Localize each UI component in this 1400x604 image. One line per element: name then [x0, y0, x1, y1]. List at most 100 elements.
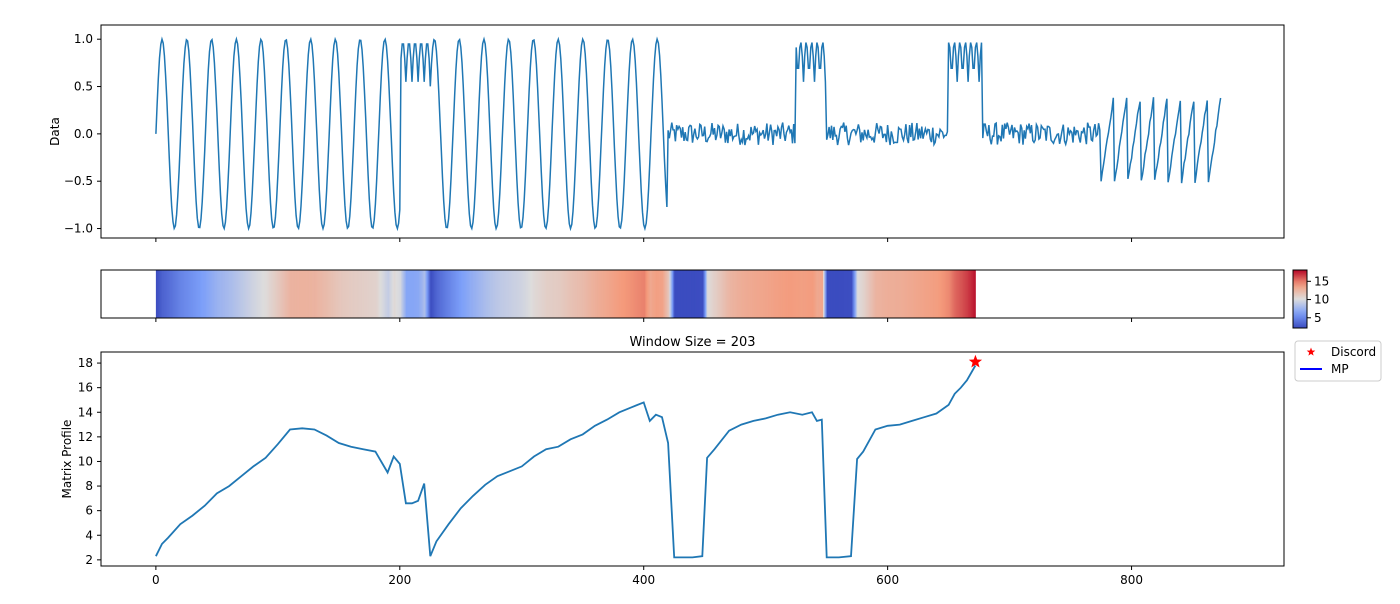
- strip-cell: [457, 270, 459, 318]
- strip-cell: [201, 270, 203, 318]
- strip-cell: [748, 270, 751, 318]
- strip-cell: [341, 270, 343, 318]
- strip-cell: [518, 270, 520, 318]
- strip-cell: [566, 270, 569, 318]
- strip-cell: [325, 270, 328, 318]
- strip-cell: [470, 270, 473, 318]
- strip-cell: [509, 270, 512, 318]
- strip-cell: [788, 270, 791, 318]
- strip-cell: [854, 270, 857, 318]
- strip-cell: [642, 270, 645, 318]
- strip-cell: [353, 270, 356, 318]
- strip-cell: [877, 270, 880, 318]
- strip-cell: [247, 270, 249, 318]
- strip-cell: [437, 270, 440, 318]
- strip-cell: [532, 270, 535, 318]
- strip-cell: [208, 270, 210, 318]
- strip-cell: [409, 270, 412, 318]
- strip-cell: [244, 270, 247, 318]
- strip-cell: [343, 270, 346, 318]
- strip-cell: [320, 270, 323, 318]
- strip-cell: [926, 270, 929, 318]
- strip-cell: [382, 270, 385, 318]
- strip-cell: [968, 270, 970, 318]
- strip-cell: [414, 270, 417, 318]
- strip-cell: [371, 270, 374, 318]
- strip-cell: [918, 270, 920, 318]
- strip-cell: [181, 270, 184, 318]
- strip-cell: [686, 270, 689, 318]
- data-axes-frame: [100, 24, 1285, 239]
- y-tick-label: 16: [78, 381, 93, 395]
- strip-cell: [787, 270, 790, 318]
- strip-cell: [598, 270, 601, 318]
- strip-cell: [971, 270, 974, 318]
- strip-cell: [666, 270, 669, 318]
- strip-cell: [452, 270, 454, 318]
- strip-cell: [338, 270, 341, 318]
- strip-cell: [732, 270, 735, 318]
- strip-cell: [459, 270, 462, 318]
- strip-cell: [769, 270, 771, 318]
- strip-cell: [552, 270, 554, 318]
- strip-cell: [687, 270, 690, 318]
- strip-cell: [569, 270, 571, 318]
- strip-cell: [301, 270, 303, 318]
- colour-strip-cells: [155, 270, 976, 318]
- strip-cell: [471, 270, 474, 318]
- colorbar: [1292, 269, 1308, 329]
- strip-cell: [593, 270, 596, 318]
- strip-cell: [704, 270, 707, 318]
- strip-cell: [724, 270, 726, 318]
- strip-cell: [949, 270, 952, 318]
- strip-cell: [524, 270, 526, 318]
- strip-cell: [903, 270, 906, 318]
- y-tick-label: 0.0: [74, 127, 93, 141]
- strip-cell: [591, 270, 593, 318]
- strip-cell: [443, 270, 446, 318]
- strip-cell: [463, 270, 465, 318]
- strip-cell: [891, 270, 893, 318]
- strip-cell: [275, 270, 278, 318]
- x-tick-label: 600: [876, 573, 899, 587]
- strip-cell: [268, 270, 270, 318]
- strip-cell: [254, 270, 257, 318]
- strip-cell: [936, 270, 939, 318]
- strip-cell: [890, 270, 892, 318]
- strip-cell: [755, 270, 758, 318]
- strip-cell: [882, 270, 885, 318]
- strip-cell: [620, 270, 623, 318]
- strip-cell: [855, 270, 858, 318]
- strip-cell: [483, 270, 486, 318]
- y-axis-label: Matrix Profile: [60, 420, 74, 499]
- strip-cell: [337, 270, 340, 318]
- strip-cell: [790, 270, 792, 318]
- strip-cell: [318, 270, 320, 318]
- strip-cell: [309, 270, 312, 318]
- strip-cell: [481, 270, 484, 318]
- strip-cell: [736, 270, 739, 318]
- strip-cell: [825, 270, 828, 318]
- strip-cell: [798, 270, 801, 318]
- strip-cell: [749, 270, 752, 318]
- strip-cell: [297, 270, 299, 318]
- x-tick-label: 200: [388, 573, 411, 587]
- strip-cell: [383, 270, 386, 318]
- strip-cell: [599, 270, 602, 318]
- strip-cell: [311, 270, 314, 318]
- strip-cell: [230, 270, 232, 318]
- strip-cell: [196, 270, 198, 318]
- strip-cell: [963, 270, 965, 318]
- strip-cell: [709, 270, 712, 318]
- y-tick-label: 6: [85, 504, 93, 518]
- strip-cell: [830, 270, 832, 318]
- strip-cell: [696, 270, 698, 318]
- data-panel: −1.0 −0.5 0.0 0.5 1.0 Data: [48, 24, 1285, 242]
- strip-cell: [747, 270, 749, 318]
- strip-cell: [447, 270, 449, 318]
- y-tick-label: 1.0: [74, 32, 93, 46]
- strip-cell: [296, 270, 298, 318]
- strip-cell: [290, 270, 292, 318]
- strip-cell: [809, 270, 812, 318]
- strip-cell: [674, 270, 676, 318]
